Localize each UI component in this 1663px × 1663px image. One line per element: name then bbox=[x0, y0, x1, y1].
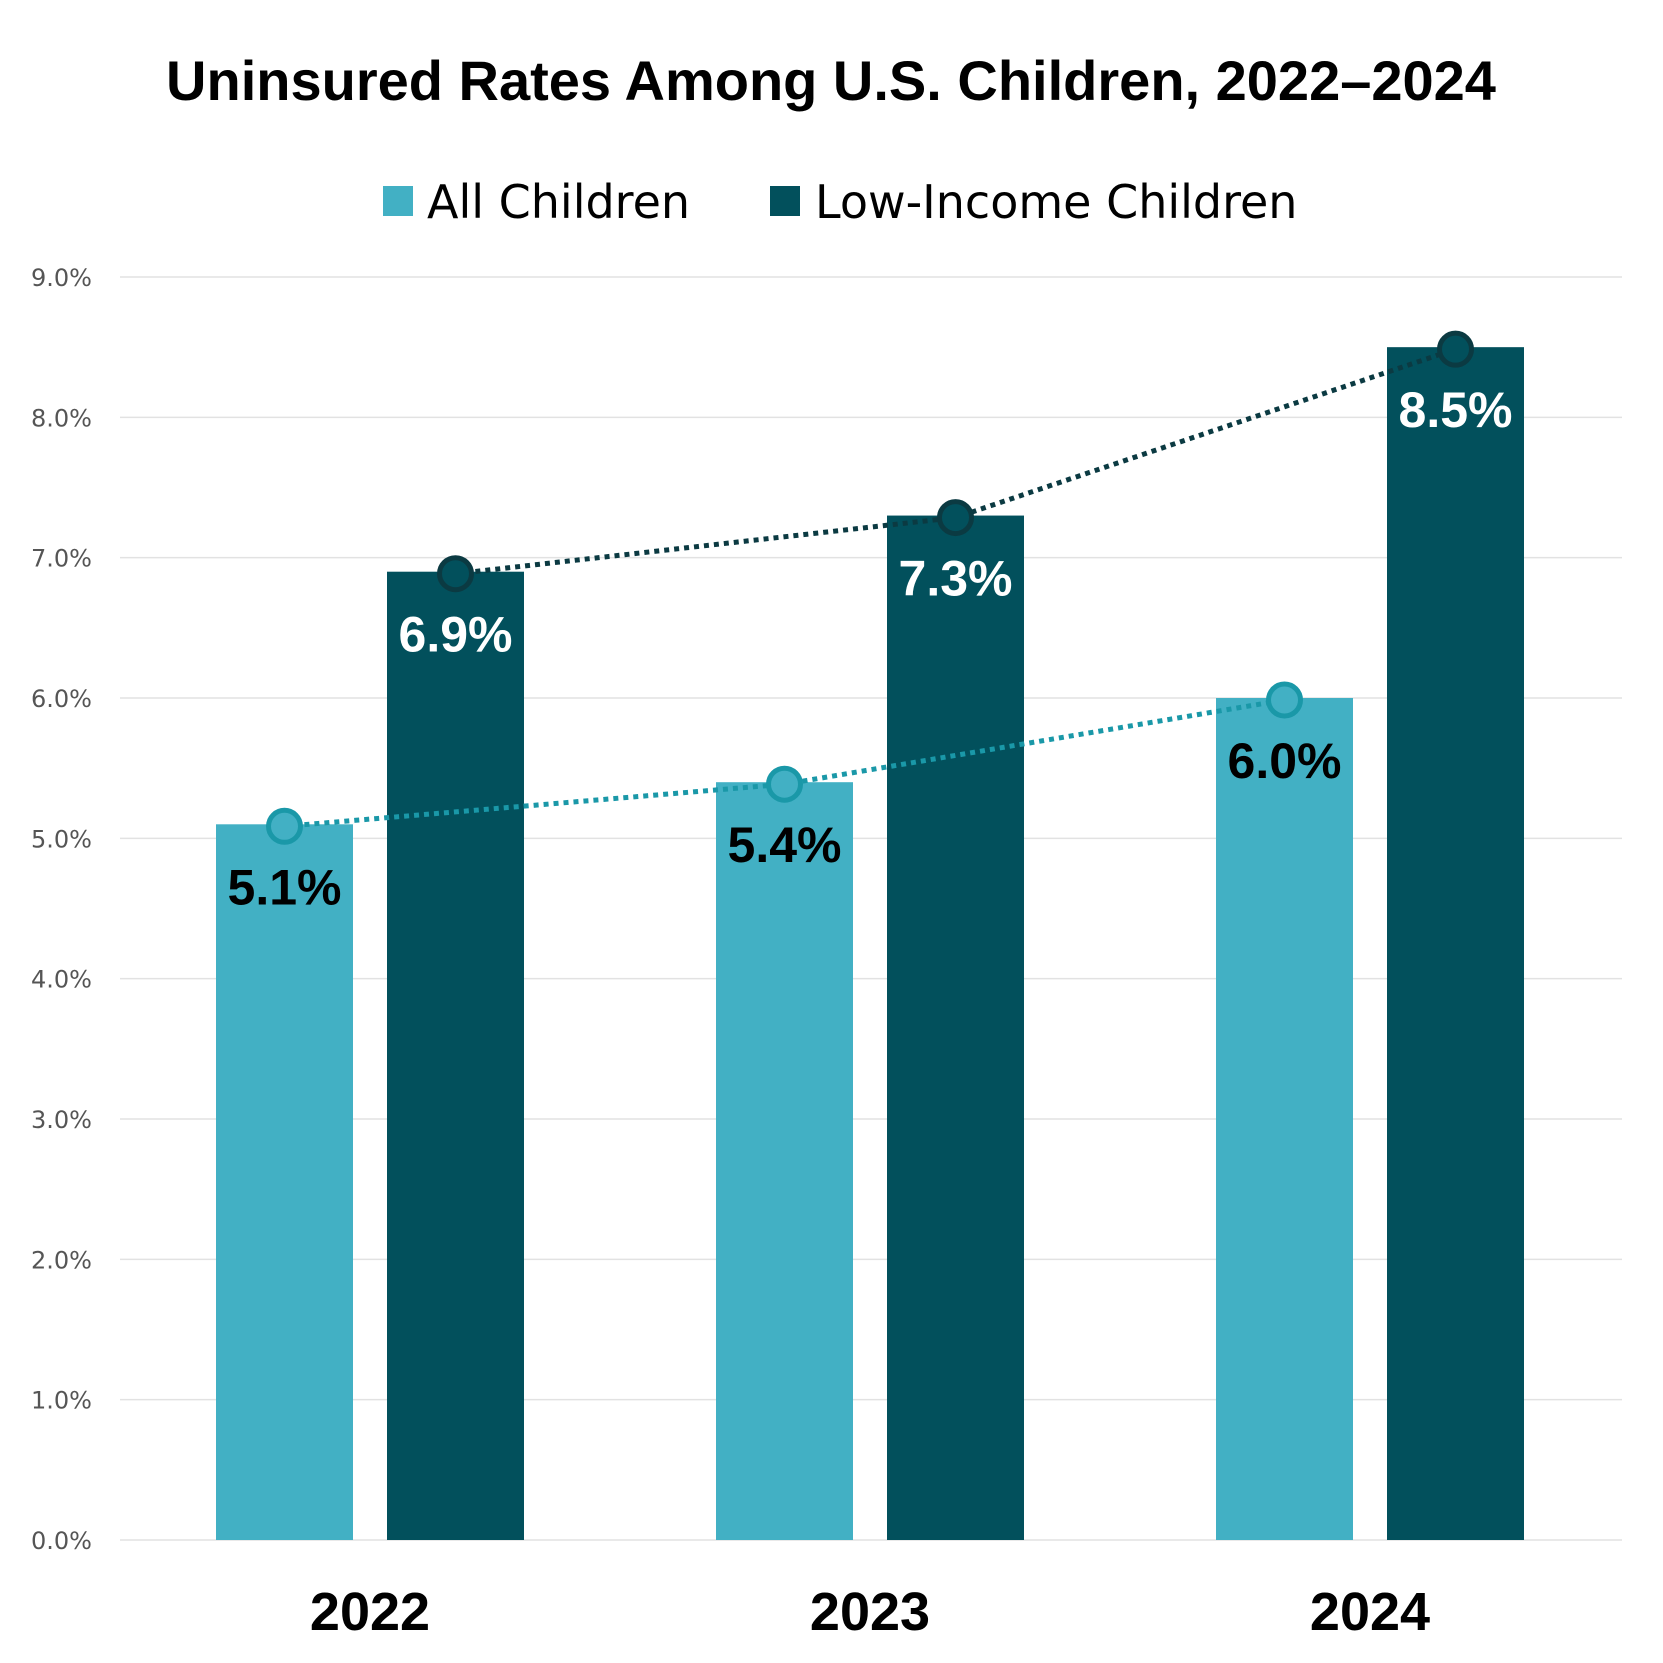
y-tick-label-4: 4.0% bbox=[31, 966, 92, 994]
y-tick-label-1: 1.0% bbox=[31, 1387, 92, 1415]
bar-0-2024 bbox=[1216, 698, 1353, 1540]
y-tick-label-0: 0.0% bbox=[31, 1527, 92, 1555]
trend-marker-0-2023 bbox=[766, 765, 803, 803]
x-tick-label-2022: 2022 bbox=[310, 1582, 430, 1642]
data-label-0-2023: 5.4% bbox=[728, 817, 842, 873]
x-axis-ticks: 2022 2023 2024 bbox=[310, 1582, 1430, 1642]
y-tick-label-6: 6.0% bbox=[31, 685, 92, 713]
y-tick-label-9: 9.0% bbox=[31, 264, 92, 292]
data-label-1-2022: 6.9% bbox=[399, 607, 513, 663]
y-tick-label-3: 3.0% bbox=[31, 1106, 92, 1134]
y-tick-label-2: 2.0% bbox=[31, 1246, 92, 1274]
bar-1-2023 bbox=[887, 515, 1024, 1540]
y-tick-label-7: 7.0% bbox=[31, 545, 92, 573]
bar-1-2022 bbox=[387, 571, 524, 1540]
trend-marker-1-2023 bbox=[937, 499, 974, 537]
chart-title: Uninsured Rates Among U.S. Children, 202… bbox=[166, 49, 1496, 112]
bar-0-2023 bbox=[716, 782, 853, 1540]
legend-label-all-children: All Children bbox=[427, 175, 690, 229]
y-tick-label-8: 8.0% bbox=[31, 404, 92, 432]
y-tick-label-5: 5.0% bbox=[31, 825, 92, 853]
trend-lines bbox=[266, 330, 1474, 845]
y-axis-ticks: 0.0% 1.0% 2.0% 3.0% 4.0% 5.0% 6.0% 7.0% 8.0% 9.0% bbox=[31, 264, 92, 1555]
data-label-0-2022: 5.1% bbox=[228, 859, 342, 915]
data-label-0-2024: 6.0% bbox=[1228, 733, 1342, 789]
legend-swatch-all-children bbox=[383, 186, 413, 216]
legend-label-low-income-children: Low-Income Children bbox=[815, 175, 1297, 229]
trend-marker-1-2024 bbox=[1437, 330, 1474, 368]
gridlines bbox=[120, 276, 1622, 1541]
legend-swatch-low-income-children bbox=[770, 186, 800, 216]
data-label-1-2024: 8.5% bbox=[1399, 382, 1513, 438]
bar-1-2024 bbox=[1387, 347, 1524, 1541]
trend-marker-1-2022 bbox=[437, 555, 474, 593]
x-tick-label-2023: 2023 bbox=[810, 1582, 930, 1642]
legend: All Children Low-Income Children bbox=[383, 175, 1297, 229]
trend-marker-0-2022 bbox=[266, 807, 303, 845]
data-label-1-2023: 7.3% bbox=[899, 551, 1013, 607]
data-labels: 5.1% 5.4% 6.0% 6.9% 7.3% 8.5% bbox=[228, 382, 1513, 915]
bars bbox=[216, 347, 1524, 1541]
trend-marker-0-2024 bbox=[1266, 681, 1303, 719]
x-tick-label-2024: 2024 bbox=[1310, 1582, 1430, 1642]
bar-0-2022 bbox=[216, 824, 353, 1540]
